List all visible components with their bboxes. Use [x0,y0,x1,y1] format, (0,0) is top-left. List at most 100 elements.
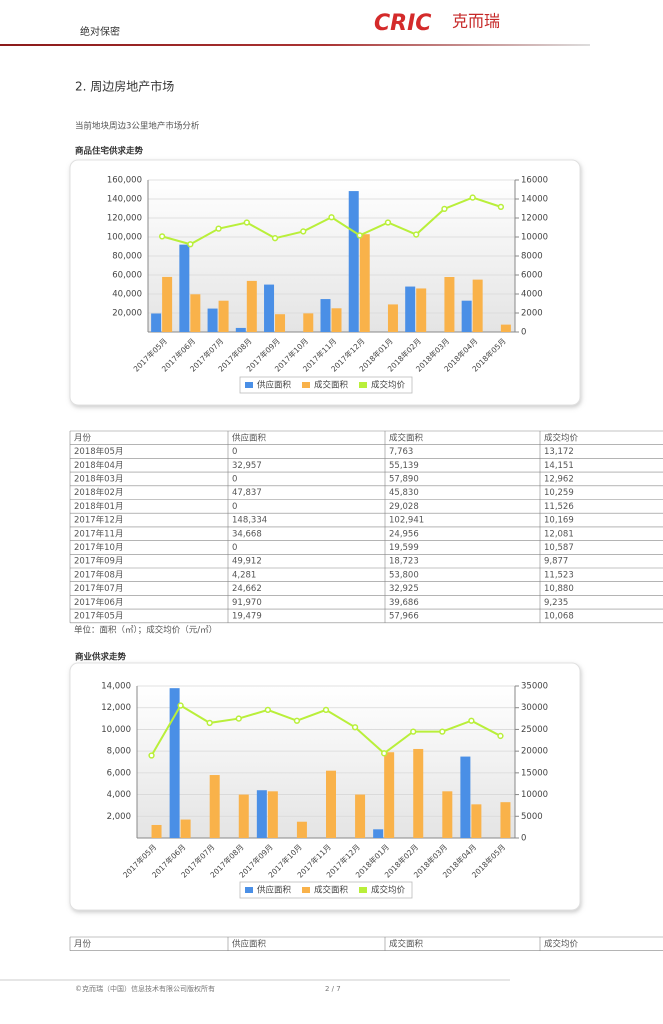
bar [348,191,359,332]
price-point [187,241,194,248]
table-cell: 53,800 [389,570,419,580]
price-point [469,194,476,201]
bar [151,824,162,838]
bar [416,288,427,332]
table-cell: 2017年08月 [74,569,123,580]
legend-label: 成交均价 [371,885,406,896]
price-point [206,719,213,727]
table-cell: 9,877 [544,557,568,567]
table-cell: 2018年05月 [74,446,123,457]
logo: CRIC [374,11,431,36]
table-cell: 10,880 [544,584,574,594]
table-cell: 2018年01月 [74,501,123,512]
legend-label: 成交面积 [314,380,349,391]
bar [190,294,201,332]
price-point [381,750,388,757]
y-tick-label: 2,000 [107,812,131,822]
confidential: 绝对保密 [80,25,120,38]
copyright: ©克而瑞（中国）信息技术有限公司版权所有 [75,984,215,993]
table-cell: 10,169 [544,516,574,526]
bar [444,277,455,332]
y2-tick-label: 20000 [521,747,548,757]
y-tick-label: 14,000 [101,682,131,692]
table-cell: 57,966 [389,611,419,621]
y2-tick-label: 8000 [521,252,543,262]
bar [179,244,190,332]
table-header: 月份 [74,432,92,443]
table-cell: 2017年12月 [74,515,123,526]
bar [500,802,511,838]
legend-label: 成交均价 [371,380,406,391]
table-header: 成交均价 [544,432,579,443]
legend-box [239,376,413,394]
table-header: 月份 [74,938,92,949]
y-tick-label: 8,000 [107,747,131,757]
bar [246,280,257,332]
table-cell: 32,957 [232,461,262,471]
table-cell: 24,662 [232,584,262,594]
y-tick-label: 140,000 [107,195,142,205]
table-cell: 2017年05月 [74,610,123,621]
y-tick-label: 4,000 [107,790,131,800]
intro: 当前地块周边3公里地产市场分析 [75,121,200,132]
bar [359,234,370,332]
y-tick-label: 40,000 [112,290,142,300]
bar [207,308,218,332]
table-cell: 0 [232,543,237,553]
table-header: 成交面积 [389,938,424,949]
y2-tick-label: 25000 [521,725,548,735]
table-cell: 2018年03月 [74,473,123,484]
bar [296,821,307,838]
page-number: 2 / 7 [325,985,341,993]
price-point [328,214,335,221]
table-cell: 18,723 [389,557,419,567]
bar [500,324,511,332]
price-point [300,228,307,235]
section-title: 2. 周边房地产市场 [75,79,174,94]
legend-swatch [245,887,253,893]
y-tick-label: 120,000 [107,214,142,224]
table-header: 成交均价 [544,938,579,949]
y2-tick-label: 6000 [521,271,543,281]
header-rule [0,44,590,46]
table-cell: 0 [232,447,237,457]
bar [384,752,395,838]
price-point [356,232,363,239]
table-cell: 11,526 [544,502,574,512]
table-cell: 11,523 [544,570,574,580]
price-point [271,235,279,242]
y2-tick-label: 5000 [521,812,543,822]
bar [238,794,249,838]
bar [162,276,173,332]
legend-label: 成交面积 [314,885,349,896]
table-cell: 19,599 [389,543,419,553]
table-cell: 10,259 [544,488,574,498]
y2-tick-label: 16000 [521,176,548,186]
bar [373,829,384,838]
price-point [468,717,475,724]
price-point [158,233,166,240]
bar [331,308,342,332]
price-point [243,219,250,226]
table-cell: 0 [232,474,237,484]
bar [235,327,246,332]
table-cell: 29,028 [389,502,419,512]
table-cell: 57,890 [389,474,419,484]
bar [275,314,286,332]
y-tick-label: 6,000 [107,768,131,778]
table-cell: 91,970 [232,598,262,608]
price-point [235,715,242,722]
table-cell: 2018年02月 [74,487,123,498]
y-tick-label: 10,000 [101,725,131,735]
table-cell: 45,830 [389,488,419,498]
table-cell: 32,925 [389,584,419,594]
bar [256,790,267,838]
table-header: 供应面积 [232,432,267,443]
bar [413,748,424,838]
legend-swatch [359,887,367,893]
table-cell: 13,172 [544,447,574,457]
bar [387,304,398,332]
bar [460,756,471,838]
price-point [293,717,301,724]
bar [326,770,336,838]
